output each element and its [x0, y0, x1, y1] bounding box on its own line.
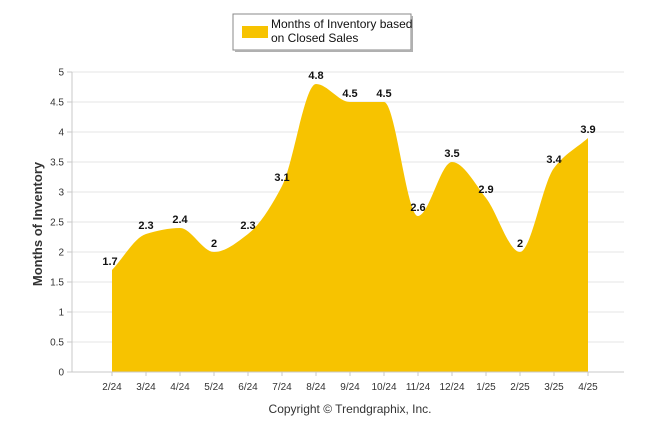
data-label: 3.5	[444, 148, 459, 160]
x-tick-label: 12/24	[439, 382, 464, 393]
legend-swatch	[242, 26, 268, 38]
x-tick-label: 11/24	[406, 382, 431, 393]
data-label: 2.3	[240, 220, 255, 232]
x-tick-labels: 2/24 3/24 4/24 5/24 6/24 7/24 8/24 9/24 10/24 11/…	[102, 372, 598, 393]
legend-line-2: on Closed Sales	[271, 31, 358, 45]
copyright-credit: Copyright © Trendgraphix, Inc.	[269, 402, 432, 416]
y-tick-label: 3.5	[50, 158, 64, 169]
x-tick-label: 8/24	[306, 382, 326, 393]
x-tick-label: 5/24	[204, 382, 224, 393]
data-label: 3.9	[580, 124, 595, 136]
axes	[71, 72, 624, 373]
y-tick-label: 0	[58, 368, 64, 379]
data-label: 2.3	[138, 220, 153, 232]
y-tick-label: 3	[58, 188, 64, 199]
y-tick-label: 2	[58, 248, 64, 259]
x-tick-label: 7/24	[272, 382, 292, 393]
x-tick-label: 4/24	[170, 382, 190, 393]
data-label: 2	[211, 238, 217, 250]
series-area	[112, 84, 588, 372]
area-path	[112, 84, 588, 372]
data-label: 2.6	[410, 202, 425, 214]
y-axis-title: Months of Inventory	[30, 161, 45, 286]
legend-shadow-bottom	[235, 50, 413, 52]
y-tick-labels: 0 0.5 1 1.5 2 2.5 3 3.5 4 4.5 5	[50, 68, 64, 379]
x-tick-label: 9/24	[340, 382, 360, 393]
y-tick-label: 2.5	[50, 218, 64, 229]
x-tick-label: 3/24	[136, 382, 156, 393]
data-label: 2.4	[172, 214, 188, 226]
y-tick-label: 0.5	[50, 338, 64, 349]
data-label: 1.7	[102, 256, 117, 268]
y-tick-label: 1	[58, 308, 64, 319]
x-tick-label: 1/25	[476, 382, 496, 393]
x-tick-label: 2/24	[102, 382, 122, 393]
x-tick-label: 10/24	[371, 382, 396, 393]
data-label: 2.9	[478, 184, 493, 196]
y-tick-label: 5	[58, 68, 64, 79]
data-label: 2	[517, 238, 523, 250]
legend: Months of Inventory based on Closed Sale…	[232, 13, 413, 52]
data-label: 3.4	[546, 154, 562, 166]
x-tick-label: 4/25	[578, 382, 598, 393]
data-label: 3.1	[274, 172, 289, 184]
x-tick-label: 2/25	[510, 382, 530, 393]
data-label: 4.8	[308, 70, 323, 82]
x-tick-label: 3/25	[544, 382, 564, 393]
y-tick-label: 4.5	[50, 98, 64, 109]
y-tick-label: 1.5	[50, 278, 64, 289]
data-label: 4.5	[342, 88, 357, 100]
data-label: 4.5	[376, 88, 391, 100]
x-tick-label: 6/24	[238, 382, 258, 393]
legend-shadow	[411, 16, 413, 52]
legend-line-1: Months of Inventory based	[271, 17, 412, 31]
data-labels: 1.7 2.3 2.4 2 2.3 3.1 4.8 4.5 4.5 2.6 3.5 2.9 2 3.4 3.…	[102, 70, 595, 268]
y-tick-label: 4	[58, 128, 64, 139]
